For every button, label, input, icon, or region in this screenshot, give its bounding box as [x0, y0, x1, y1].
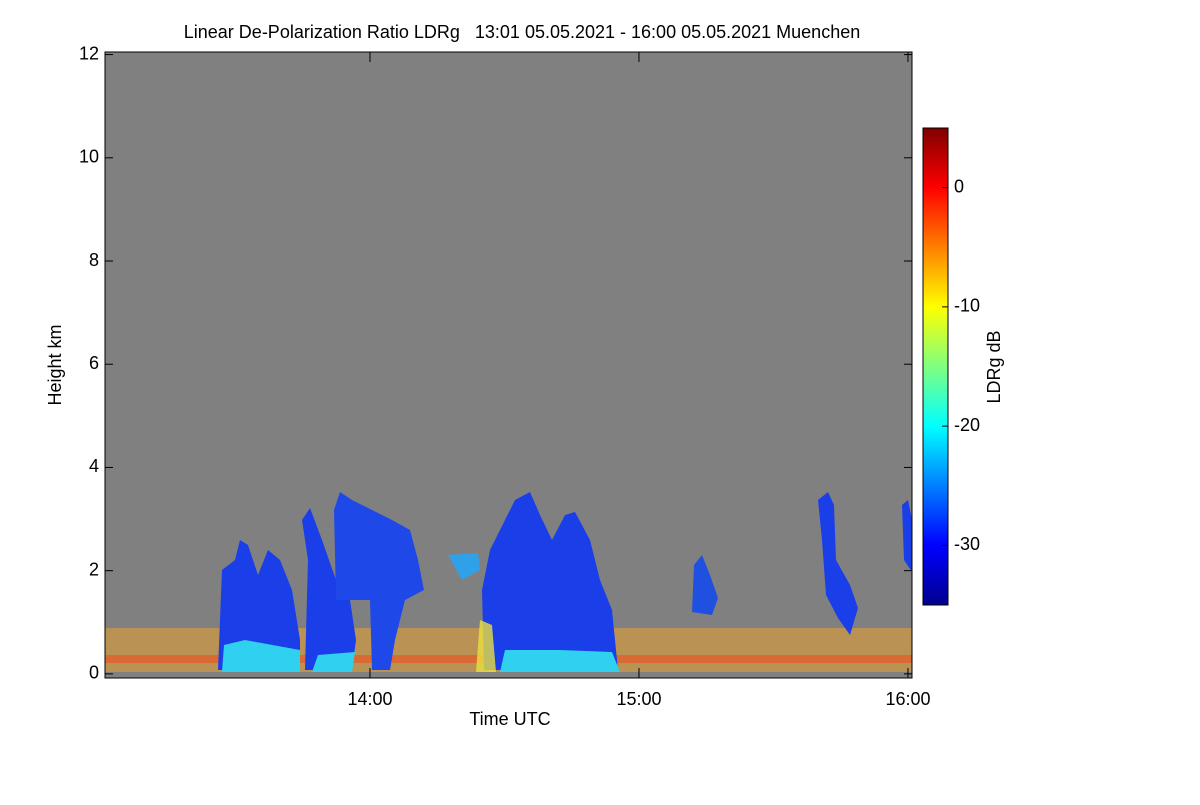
cloud-base: [222, 640, 300, 672]
colorbar-tick-label: -20: [954, 415, 980, 435]
plot-frame: [104, 51, 913, 679]
cloud: [448, 553, 480, 580]
y-tick-label: 12: [79, 43, 99, 63]
noise-band: [476, 620, 496, 672]
y-tick-label: 2: [89, 559, 99, 579]
cloud: [218, 540, 300, 670]
colorbar-tick-label: -10: [954, 296, 980, 316]
cloud: [902, 500, 912, 572]
x-tick-label: 16:00: [885, 689, 930, 709]
x-axis-label: Time UTC: [469, 709, 550, 729]
colorbar-tick-label: -30: [954, 534, 980, 554]
x-tick-label: 14:00: [347, 689, 392, 709]
y-axis-label: Height km: [45, 324, 65, 405]
cloud: [482, 492, 618, 670]
y-tick-label: 0: [89, 663, 99, 683]
y-tick-label: 8: [89, 250, 99, 270]
cloud: [818, 492, 858, 635]
y-tick-label: 4: [89, 456, 99, 476]
cloud: [302, 508, 356, 670]
cloud: [334, 492, 424, 670]
cloud-base: [312, 652, 355, 672]
echo-field: [105, 492, 912, 672]
x-tick-label: 15:00: [616, 689, 661, 709]
colorbar: [922, 127, 949, 606]
colorbar-tick-label: 0: [954, 176, 964, 196]
y-tick-label: 6: [89, 353, 99, 373]
y-tick-label: 10: [79, 147, 99, 167]
cloud: [692, 555, 718, 615]
cloud-base: [500, 650, 620, 672]
colorbar-label: LDRg dB: [984, 330, 1004, 403]
chart-title: Linear De-Polarization Ratio LDRg 13:01 …: [184, 22, 860, 42]
